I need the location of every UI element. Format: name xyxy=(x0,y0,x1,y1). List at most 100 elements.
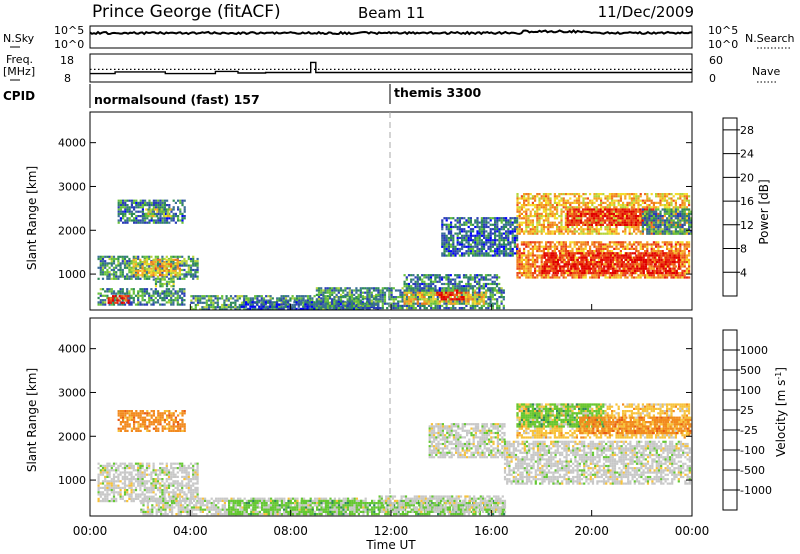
heatmap-cell xyxy=(491,228,494,231)
heatmap-cell xyxy=(297,303,300,306)
heatmap-cell xyxy=(221,295,224,298)
heatmap-cell xyxy=(617,252,620,255)
heatmap-cell xyxy=(438,274,441,277)
heatmap-cell xyxy=(267,295,270,298)
heatmap-cell xyxy=(458,293,461,296)
heatmap-cell xyxy=(306,295,310,298)
heatmap-cell xyxy=(205,301,208,304)
heatmap-cell xyxy=(101,257,105,261)
heatmap-cell xyxy=(130,288,133,291)
heatmap-cell xyxy=(302,295,305,298)
heatmap-cell xyxy=(489,287,492,290)
heatmap-cell xyxy=(119,217,122,220)
heatmap-cell xyxy=(407,298,411,301)
heatmap-cell xyxy=(112,255,116,258)
heatmap-cell xyxy=(648,267,651,270)
heatmap-cell xyxy=(472,223,475,226)
heatmap-cell xyxy=(114,301,117,304)
heatmap-cell xyxy=(534,247,537,250)
heatmap-cell xyxy=(181,260,184,263)
heatmap-cell xyxy=(346,295,349,298)
heatmap-cell xyxy=(593,258,596,261)
heatmap-cell xyxy=(659,274,662,277)
heatmap-cell xyxy=(269,305,272,308)
heatmap-cell xyxy=(447,285,450,288)
heatmap-cell xyxy=(130,303,133,306)
heatmap-cell xyxy=(626,272,629,275)
heatmap-cell xyxy=(174,290,177,293)
heatmap-cell xyxy=(615,247,618,250)
heatmap-cell xyxy=(570,258,573,261)
heatmap-cell xyxy=(168,217,171,220)
heatmap-cell xyxy=(159,262,162,265)
heatmap-cell xyxy=(553,245,556,248)
heatmap-cell xyxy=(677,274,680,277)
heatmap-cell xyxy=(256,297,259,300)
heatmap-cell xyxy=(135,204,138,207)
heatmap-cell xyxy=(622,193,625,196)
heatmap-cell xyxy=(460,293,464,296)
heatmap-cell xyxy=(423,293,426,296)
heatmap-cell xyxy=(659,193,662,196)
heatmap-cell xyxy=(167,277,171,280)
heatmap-cell xyxy=(161,299,164,302)
heatmap-cell xyxy=(104,294,107,297)
heatmap-cell xyxy=(655,267,659,270)
heatmap-cell xyxy=(154,265,157,268)
heatmap-cell xyxy=(284,297,288,300)
heatmap-cell xyxy=(652,201,655,204)
heatmap-cell xyxy=(465,239,468,242)
heatmap-cell xyxy=(669,261,672,264)
freq-panel: Freq. [MHz] 18 8 60 0 Nave xyxy=(3,53,780,85)
heatmap-cell xyxy=(297,305,300,308)
heatmap-cell xyxy=(494,254,497,257)
heatmap-cell xyxy=(401,296,404,299)
heatmap-cell xyxy=(491,239,494,242)
heatmap-cell xyxy=(622,272,626,275)
heatmap-cell xyxy=(174,201,177,204)
heatmap-cell xyxy=(592,269,595,272)
heatmap-cell xyxy=(174,255,177,258)
heatmap-cell xyxy=(126,217,129,220)
heatmap-cell xyxy=(414,276,417,279)
heatmap-cell xyxy=(569,241,572,244)
heatmap-cell xyxy=(478,241,481,244)
heatmap-cell xyxy=(434,289,437,292)
heatmap-cell xyxy=(478,221,481,224)
heatmap-cell xyxy=(364,302,367,305)
heatmap-cell xyxy=(214,297,217,300)
heatmap-cell xyxy=(614,269,617,272)
heatmap-cell xyxy=(638,252,641,255)
heatmap-cell xyxy=(669,272,672,275)
heatmap-cell xyxy=(540,250,543,253)
heatmap-cell xyxy=(104,303,107,306)
heatmap-cell xyxy=(139,201,142,204)
heatmap-cell xyxy=(165,215,168,218)
heatmap-cell xyxy=(450,243,453,246)
heatmap-cell xyxy=(575,247,578,250)
heatmap-cell xyxy=(502,225,505,229)
heatmap-cell xyxy=(451,298,454,301)
heatmap-cell xyxy=(332,305,336,308)
heatmap-cell xyxy=(675,269,678,272)
heatmap-cell xyxy=(661,245,664,248)
heatmap-cell xyxy=(465,236,468,240)
heatmap-cell xyxy=(223,301,226,304)
heatmap-cell xyxy=(236,308,239,311)
heatmap-cell xyxy=(679,247,682,250)
heatmap-cell xyxy=(551,274,554,277)
heatmap-cell xyxy=(240,301,244,304)
heatmap-cell xyxy=(337,296,340,299)
heatmap-cell xyxy=(657,252,660,255)
heatmap-cell xyxy=(397,302,400,305)
heatmap-cell xyxy=(137,262,140,265)
heatmap-cell xyxy=(427,293,430,296)
heatmap-cell xyxy=(132,260,135,264)
heatmap-cell xyxy=(619,245,622,248)
heatmap-cell xyxy=(472,239,475,242)
heatmap-cell xyxy=(527,243,530,246)
heatmap-cell xyxy=(117,303,120,306)
heatmap-cell xyxy=(602,274,605,277)
heatmap-cell xyxy=(494,232,497,235)
heatmap-cell xyxy=(614,256,617,259)
